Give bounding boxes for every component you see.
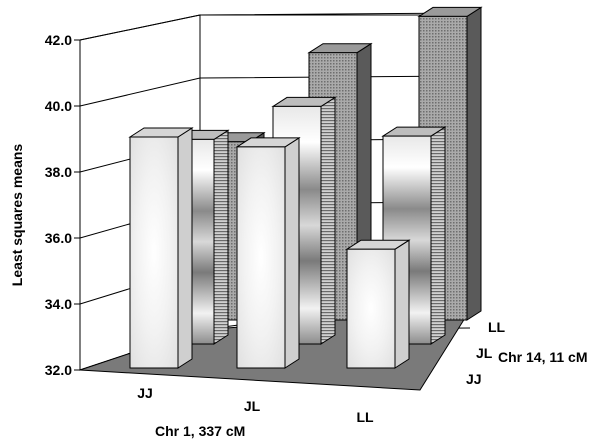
- z-axis-title: Chr 14, 11 cM: [498, 349, 588, 365]
- y-axis-title: Least squares means: [9, 144, 25, 287]
- bars: [128, 6, 483, 369]
- bar-front: [129, 136, 179, 369]
- y-tick-label: 40.0: [45, 98, 72, 114]
- gridline: [79, 75, 471, 107]
- gridline: [79, 12, 471, 41]
- bar-side: [177, 127, 193, 369]
- bar-front: [236, 146, 286, 369]
- bar-side: [320, 96, 336, 345]
- x-category-label: JL: [244, 398, 261, 414]
- bar: [128, 127, 194, 369]
- bar-side: [284, 136, 300, 369]
- depth-category-label: JJ: [466, 371, 482, 387]
- bar: [345, 239, 411, 369]
- x-axis-title: Chr 1, 337 cM: [155, 423, 245, 439]
- x-category-label: LL: [356, 409, 374, 425]
- bar-side: [430, 126, 446, 345]
- bar: [235, 136, 301, 369]
- y-axis-ticks: 32.0 34.0 36.0 38.0 40.0 42.0: [45, 32, 80, 378]
- bar-front: [346, 248, 396, 369]
- depth-category-label: JL: [476, 345, 493, 361]
- depth-category-label: LL: [488, 319, 506, 335]
- bar-side: [466, 6, 482, 321]
- category-labels: JJ JL LL JJ JL LL: [137, 319, 505, 425]
- y-tick-label: 42.0: [45, 32, 72, 48]
- y-tick-label: 34.0: [45, 296, 72, 312]
- bar-side: [213, 129, 229, 345]
- y-tick-label: 32.0: [45, 362, 72, 378]
- y-tick-label: 36.0: [45, 230, 72, 246]
- x-category-label: JJ: [137, 385, 153, 401]
- bar-side: [394, 239, 410, 369]
- y-tick-label: 38.0: [45, 164, 72, 180]
